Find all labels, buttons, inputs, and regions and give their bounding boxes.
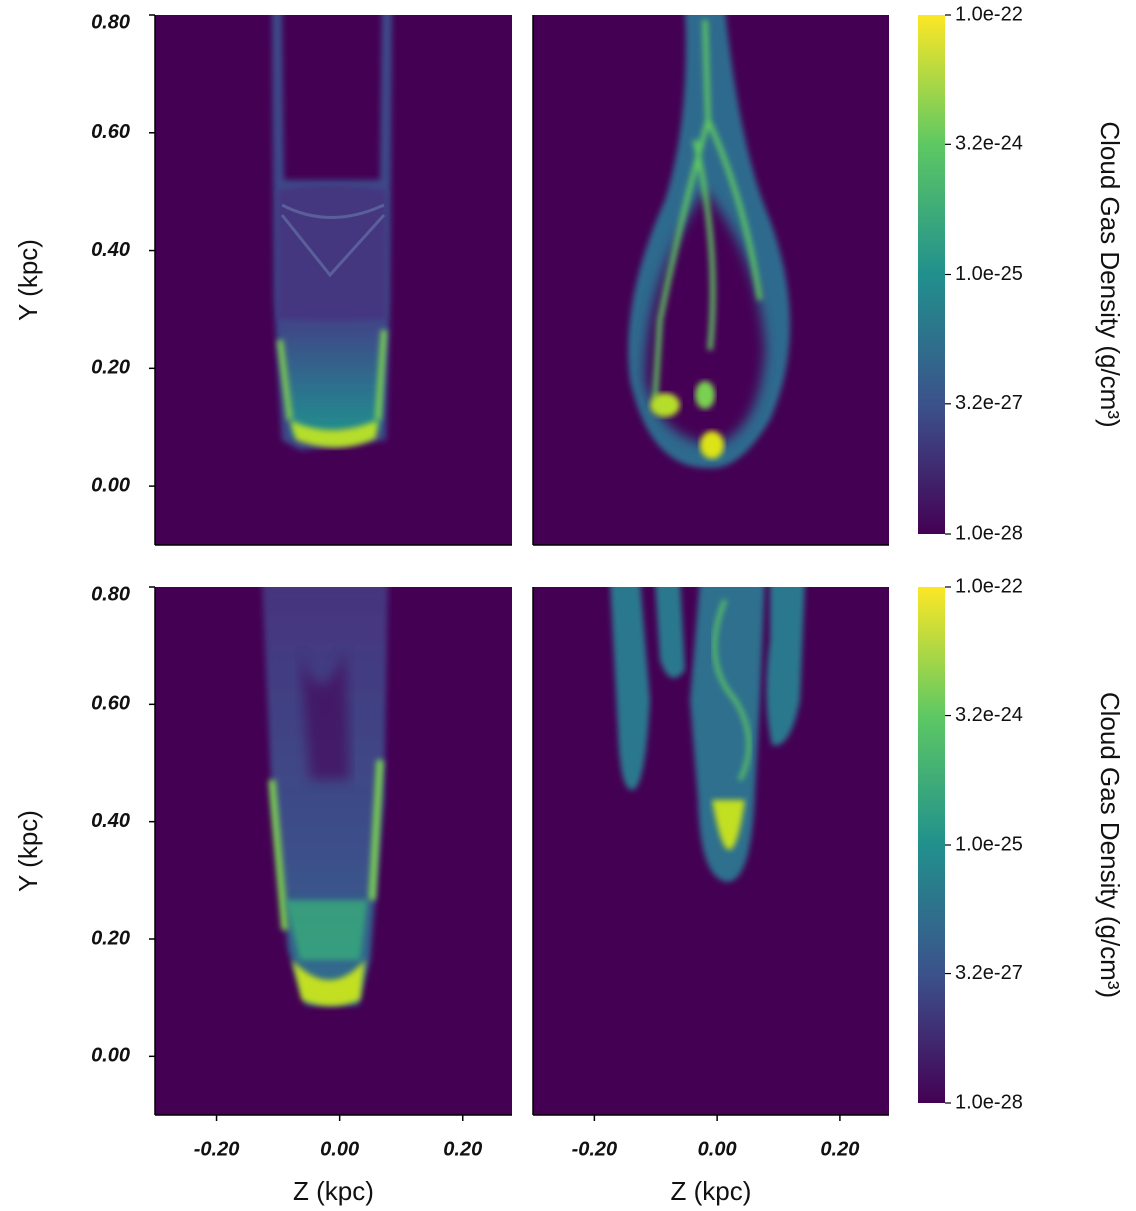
colorbar-tick-label: 3.2e-27: [955, 962, 1023, 984]
x-tick-label: -0.20: [194, 1138, 240, 1160]
colorbar: [918, 587, 945, 1103]
y-tick-label: 0.00: [91, 1045, 130, 1067]
colorbar-tick-label: 1.0e-25: [955, 263, 1023, 285]
y-tick-label: 0.20: [91, 357, 130, 379]
colorbar-tick-label: 1.0e-22: [955, 575, 1023, 597]
y-tick-label: 0.00: [91, 474, 130, 496]
colorbar-tick-label: 3.2e-24: [955, 704, 1023, 726]
colorbar-label: Cloud Gas Density (g/cm³): [1095, 692, 1125, 998]
x-tick-label: -0.20: [572, 1138, 618, 1160]
x-tick-label: 0.20: [820, 1138, 859, 1160]
colorbar-tick-label: 1.0e-25: [955, 833, 1023, 855]
x-tick-label: 0.20: [443, 1138, 482, 1160]
y-axis-label: Y (kpc): [13, 239, 43, 321]
x-axis-label: Z (kpc): [293, 1176, 374, 1206]
density-field: [262, 587, 388, 1006]
density-field: [272, 15, 392, 450]
y-tick-label: 0.80: [91, 11, 130, 33]
y-tick-label: 0.60: [91, 121, 130, 143]
y-tick-label: 0.80: [91, 583, 130, 605]
y-axis-label: Y (kpc): [13, 810, 43, 892]
colorbar: [918, 15, 945, 534]
y-tick-label: 0.40: [91, 810, 130, 832]
density-field: [610, 587, 805, 882]
colorbar-tick-label: 1.0e-28: [955, 1091, 1023, 1113]
x-tick-label: 0.00: [698, 1138, 737, 1160]
colorbar-tick-label: 1.0e-22: [955, 3, 1023, 25]
colorbar-tick-label: 3.2e-24: [955, 133, 1023, 155]
colorbar-tick-label: 1.0e-28: [955, 522, 1023, 544]
colorbar-label: Cloud Gas Density (g/cm³): [1095, 121, 1125, 427]
y-tick-label: 0.60: [91, 693, 130, 715]
y-tick-label: 0.40: [91, 239, 130, 261]
y-tick-label: 0.20: [91, 927, 130, 949]
colorbar-tick-label: 3.2e-27: [955, 392, 1023, 414]
density-field: [628, 15, 790, 469]
x-axis-label: Z (kpc): [671, 1176, 752, 1206]
x-tick-label: 0.00: [320, 1138, 359, 1160]
